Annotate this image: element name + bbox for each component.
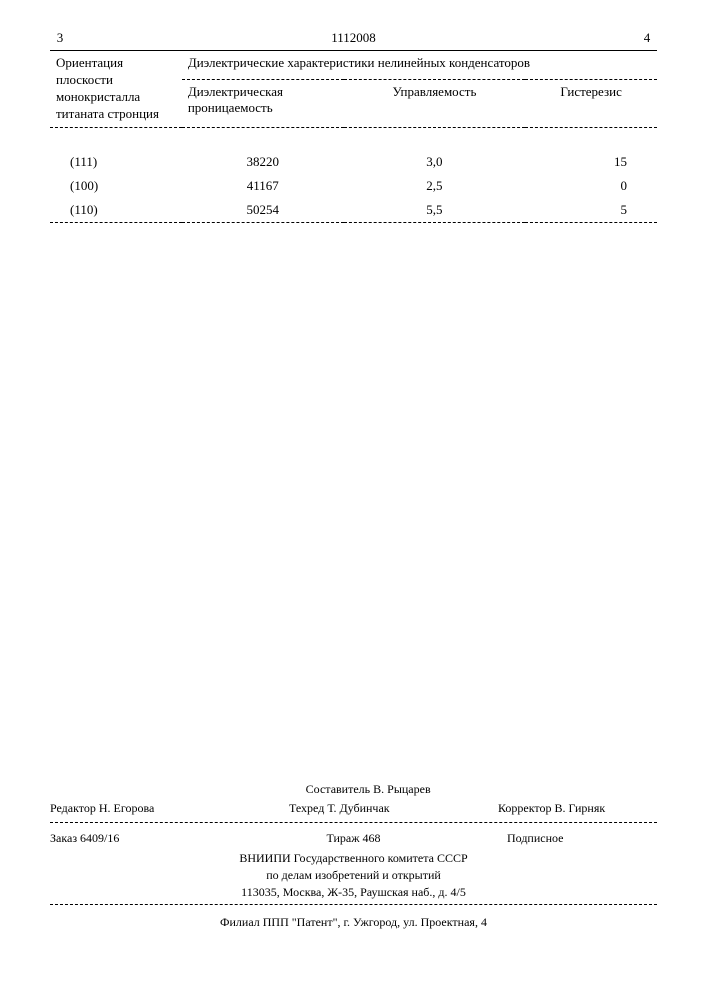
podpisnoe: Подписное	[507, 831, 657, 846]
tirazh: Тираж 468	[200, 831, 507, 846]
techred: Техред Т. Дубинчак	[209, 801, 448, 816]
institute-line3: 113035, Москва, Ж-35, Раушская наб., д. …	[50, 884, 657, 901]
page-num-left: 3	[50, 30, 70, 46]
row-header-cell: Ориентация плоскости монокристалла титан…	[50, 51, 182, 128]
cell-hyst: 5	[525, 198, 657, 223]
page-num-right: 4	[637, 30, 657, 46]
data-table: Ориентация плоскости монокристалла титан…	[50, 50, 657, 223]
table-row: (111) 38220 3,0 15	[50, 150, 657, 174]
cell-hyst: 15	[525, 150, 657, 174]
order-number: Заказ 6409/16	[50, 831, 200, 846]
table-row: (100) 41167 2,5 0	[50, 174, 657, 198]
cell-perm: 50254	[182, 198, 344, 223]
cell-orient: (100)	[50, 174, 182, 198]
col-hysteresis: Гистерезис	[525, 80, 657, 128]
cell-ctrl: 2,5	[344, 174, 526, 198]
cell-orient: (110)	[50, 198, 182, 223]
page-header: 3 1112008 4	[50, 30, 657, 46]
compiler: Составитель В. Рыцарев	[226, 782, 482, 797]
institute-line1: ВНИИПИ Государственного комитета СССР	[50, 850, 657, 867]
cell-orient: (111)	[50, 150, 182, 174]
filial: Филиал ППП "Патент", г. Ужгород, ул. Про…	[50, 909, 657, 930]
cell-perm: 38220	[182, 150, 344, 174]
institute-line2: по делам изобретений и открытий	[50, 867, 657, 884]
col-permittivity: Диэлектрическая проницаемость	[182, 80, 344, 128]
editor: Редактор Н. Егорова	[50, 801, 209, 816]
cell-ctrl: 3,0	[344, 150, 526, 174]
group-header-cell: Диэлектрические характеристики нелинейны…	[182, 51, 657, 80]
col-controllability: Управляемость	[344, 80, 526, 128]
cell-ctrl: 5,5	[344, 198, 526, 223]
corrector: Корректор В. Гирняк	[448, 801, 657, 816]
cell-hyst: 0	[525, 174, 657, 198]
cell-perm: 41167	[182, 174, 344, 198]
table-row: (110) 50254 5,5 5	[50, 198, 657, 223]
patent-number: 1112008	[70, 30, 637, 46]
footer: Составитель В. Рыцарев Редактор Н. Егоро…	[50, 780, 657, 930]
